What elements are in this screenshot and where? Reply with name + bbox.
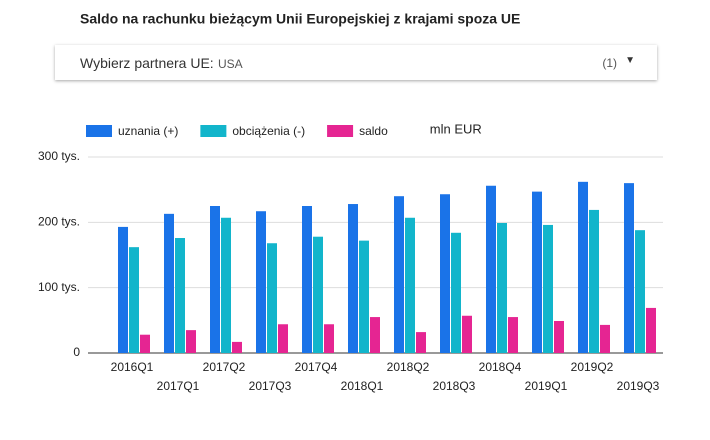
bar [486, 185, 496, 353]
x-tick-label: 2017Q3 [249, 379, 292, 393]
x-tick-label: 2018Q2 [387, 360, 430, 374]
y-tick-label: 100 tys. [38, 280, 80, 294]
x-tick-label: 2018Q1 [341, 379, 384, 393]
bar [497, 222, 507, 353]
bar [554, 320, 564, 353]
bar [600, 324, 610, 353]
bar [129, 247, 139, 353]
x-tick-label: 2019Q1 [525, 379, 568, 393]
partner-dropdown[interactable]: Wybierz partnera UE: USA (1) ▼ [55, 45, 657, 80]
bar [508, 317, 518, 353]
bar [221, 217, 231, 353]
bar [394, 196, 404, 353]
y-tick-label: 0 [73, 345, 80, 359]
bar [302, 206, 312, 353]
bar [140, 334, 150, 353]
bar [118, 226, 128, 353]
legend-swatch [86, 125, 112, 137]
bar [313, 236, 323, 353]
bar [589, 209, 599, 353]
bar [440, 194, 450, 353]
x-tick-label: 2017Q4 [295, 360, 338, 374]
bar [451, 232, 461, 353]
bar [405, 217, 415, 353]
bar [256, 211, 266, 353]
bar [210, 206, 220, 353]
bar [278, 324, 288, 353]
x-tick-label: 2016Q1 [111, 360, 154, 374]
bar [624, 183, 634, 353]
bar [164, 213, 174, 353]
unit-label: mln EUR [430, 121, 482, 136]
bar [578, 181, 588, 353]
bar [532, 191, 542, 353]
bar [416, 332, 426, 353]
x-tick-label: 2018Q3 [433, 379, 476, 393]
chart-title: Saldo na rachunku bieżącym Unii Europejs… [80, 11, 520, 27]
y-tick-label: 200 tys. [38, 215, 80, 229]
dropdown-value: USA [218, 57, 243, 71]
x-tick-label: 2018Q4 [479, 360, 522, 374]
legend-swatch [200, 125, 227, 137]
bar [462, 315, 472, 353]
bar [348, 204, 358, 353]
legend-swatch [327, 125, 354, 137]
legend-label: saldo [359, 124, 388, 138]
bar [175, 238, 185, 353]
dropdown-arrow: ▼ [625, 55, 635, 66]
bar [370, 317, 380, 353]
bar [186, 330, 196, 353]
dropdown-count: (1) [602, 56, 617, 70]
x-tick-label: 2019Q2 [571, 360, 614, 374]
bar [324, 324, 334, 353]
bar [232, 341, 242, 353]
bar [646, 307, 656, 353]
bar [267, 243, 277, 353]
legend-label: uznania (+) [118, 124, 178, 138]
bar [543, 224, 553, 353]
dropdown-label: Wybierz partnera UE: [80, 55, 214, 71]
y-tick-label: 300 tys. [38, 149, 80, 163]
x-tick-label: 2019Q3 [617, 379, 660, 393]
x-tick-label: 2017Q2 [203, 360, 246, 374]
legend-label: obciążenia (-) [232, 124, 305, 138]
bar [635, 230, 645, 353]
bar [359, 240, 369, 353]
x-tick-label: 2017Q1 [157, 379, 200, 393]
